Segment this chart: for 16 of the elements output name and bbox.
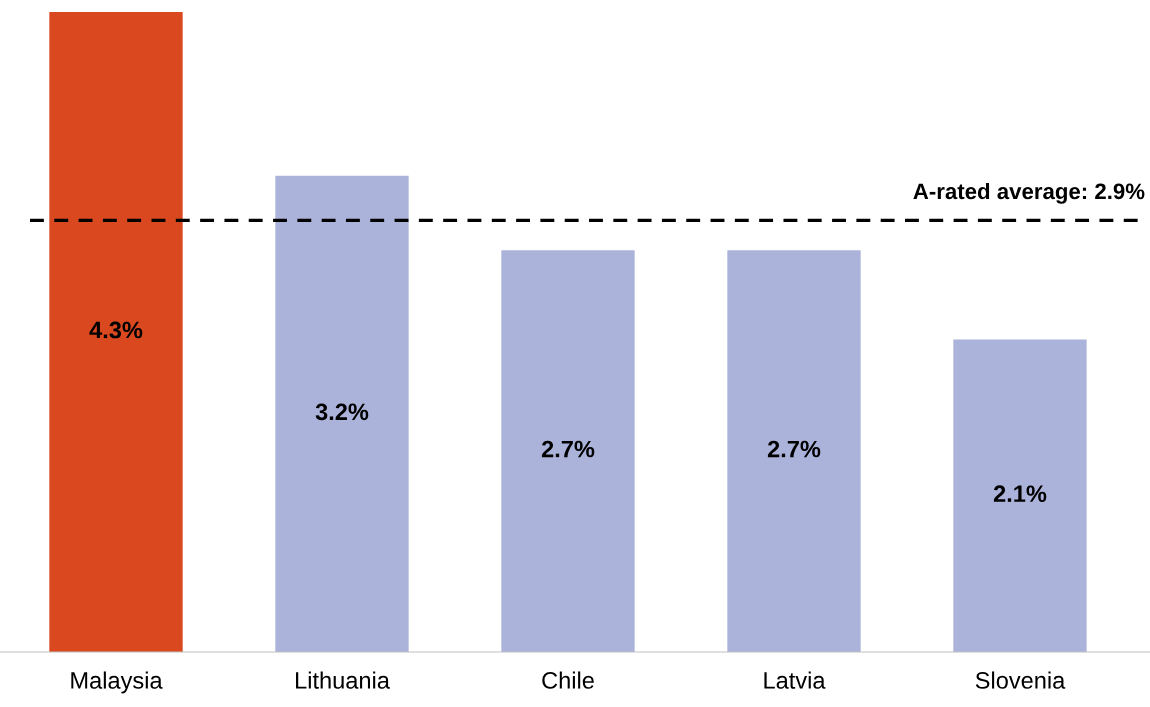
data-label: 2.1% [993, 485, 1047, 503]
x-tick-label: Malaysia [71, 671, 163, 694]
data-label: 4.3% [89, 321, 143, 339]
x-tick-label: Slovenia [975, 671, 1066, 689]
ref-line-label: A-rated average: 2.9% [913, 182, 1145, 204]
bar [727, 250, 861, 652]
x-tick-label: Chile [542, 671, 594, 689]
bar [953, 339, 1087, 652]
bar [49, 12, 183, 652]
x-tick-label: Latvia [764, 671, 826, 689]
data-label: 2.7% [767, 440, 821, 458]
data-label: 3.2% [315, 403, 369, 421]
bar [275, 175, 409, 652]
data-label: 2.7% [541, 440, 595, 458]
x-tick-label: Lithuania [296, 671, 390, 689]
bar [501, 250, 635, 652]
